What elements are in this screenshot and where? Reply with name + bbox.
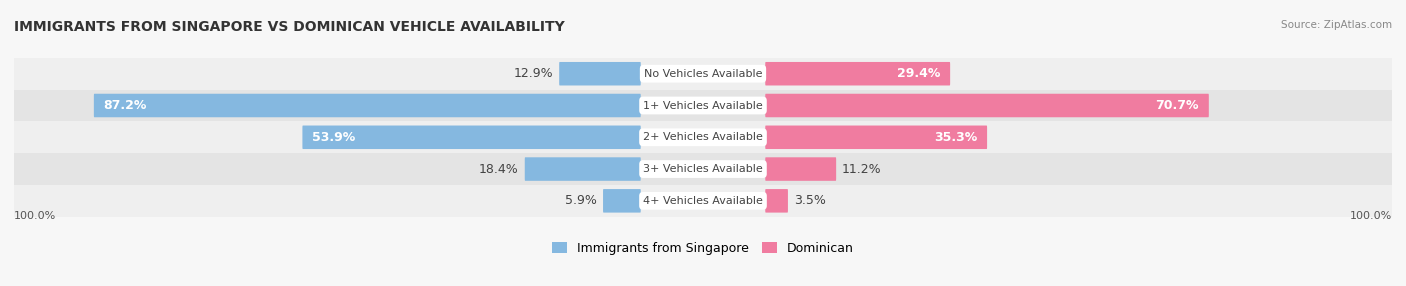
- Bar: [14, 153, 1392, 185]
- Legend: Immigrants from Singapore, Dominican: Immigrants from Singapore, Dominican: [547, 237, 859, 260]
- Text: 87.2%: 87.2%: [104, 99, 148, 112]
- FancyBboxPatch shape: [765, 94, 1209, 117]
- Bar: [14, 90, 1392, 121]
- FancyBboxPatch shape: [765, 126, 987, 149]
- FancyBboxPatch shape: [94, 94, 641, 117]
- FancyBboxPatch shape: [765, 189, 787, 212]
- Text: 35.3%: 35.3%: [934, 131, 977, 144]
- Text: 100.0%: 100.0%: [14, 210, 56, 221]
- Text: 100.0%: 100.0%: [1350, 210, 1392, 221]
- Text: 18.4%: 18.4%: [479, 162, 519, 176]
- Text: 3+ Vehicles Available: 3+ Vehicles Available: [643, 164, 763, 174]
- Bar: [14, 121, 1392, 153]
- Bar: [14, 185, 1392, 217]
- FancyBboxPatch shape: [765, 157, 837, 181]
- FancyBboxPatch shape: [524, 157, 641, 181]
- Text: No Vehicles Available: No Vehicles Available: [644, 69, 762, 79]
- Text: 4+ Vehicles Available: 4+ Vehicles Available: [643, 196, 763, 206]
- Text: 5.9%: 5.9%: [565, 194, 598, 207]
- Text: 53.9%: 53.9%: [312, 131, 356, 144]
- FancyBboxPatch shape: [765, 62, 950, 86]
- Text: Source: ZipAtlas.com: Source: ZipAtlas.com: [1281, 20, 1392, 30]
- Text: 70.7%: 70.7%: [1156, 99, 1199, 112]
- Text: 11.2%: 11.2%: [842, 162, 882, 176]
- Text: 1+ Vehicles Available: 1+ Vehicles Available: [643, 100, 763, 110]
- Text: 12.9%: 12.9%: [513, 67, 554, 80]
- Text: 2+ Vehicles Available: 2+ Vehicles Available: [643, 132, 763, 142]
- FancyBboxPatch shape: [603, 189, 641, 212]
- Text: 3.5%: 3.5%: [794, 194, 825, 207]
- FancyBboxPatch shape: [560, 62, 641, 86]
- Text: IMMIGRANTS FROM SINGAPORE VS DOMINICAN VEHICLE AVAILABILITY: IMMIGRANTS FROM SINGAPORE VS DOMINICAN V…: [14, 20, 565, 34]
- Bar: [14, 58, 1392, 90]
- FancyBboxPatch shape: [302, 126, 641, 149]
- Text: 29.4%: 29.4%: [897, 67, 941, 80]
